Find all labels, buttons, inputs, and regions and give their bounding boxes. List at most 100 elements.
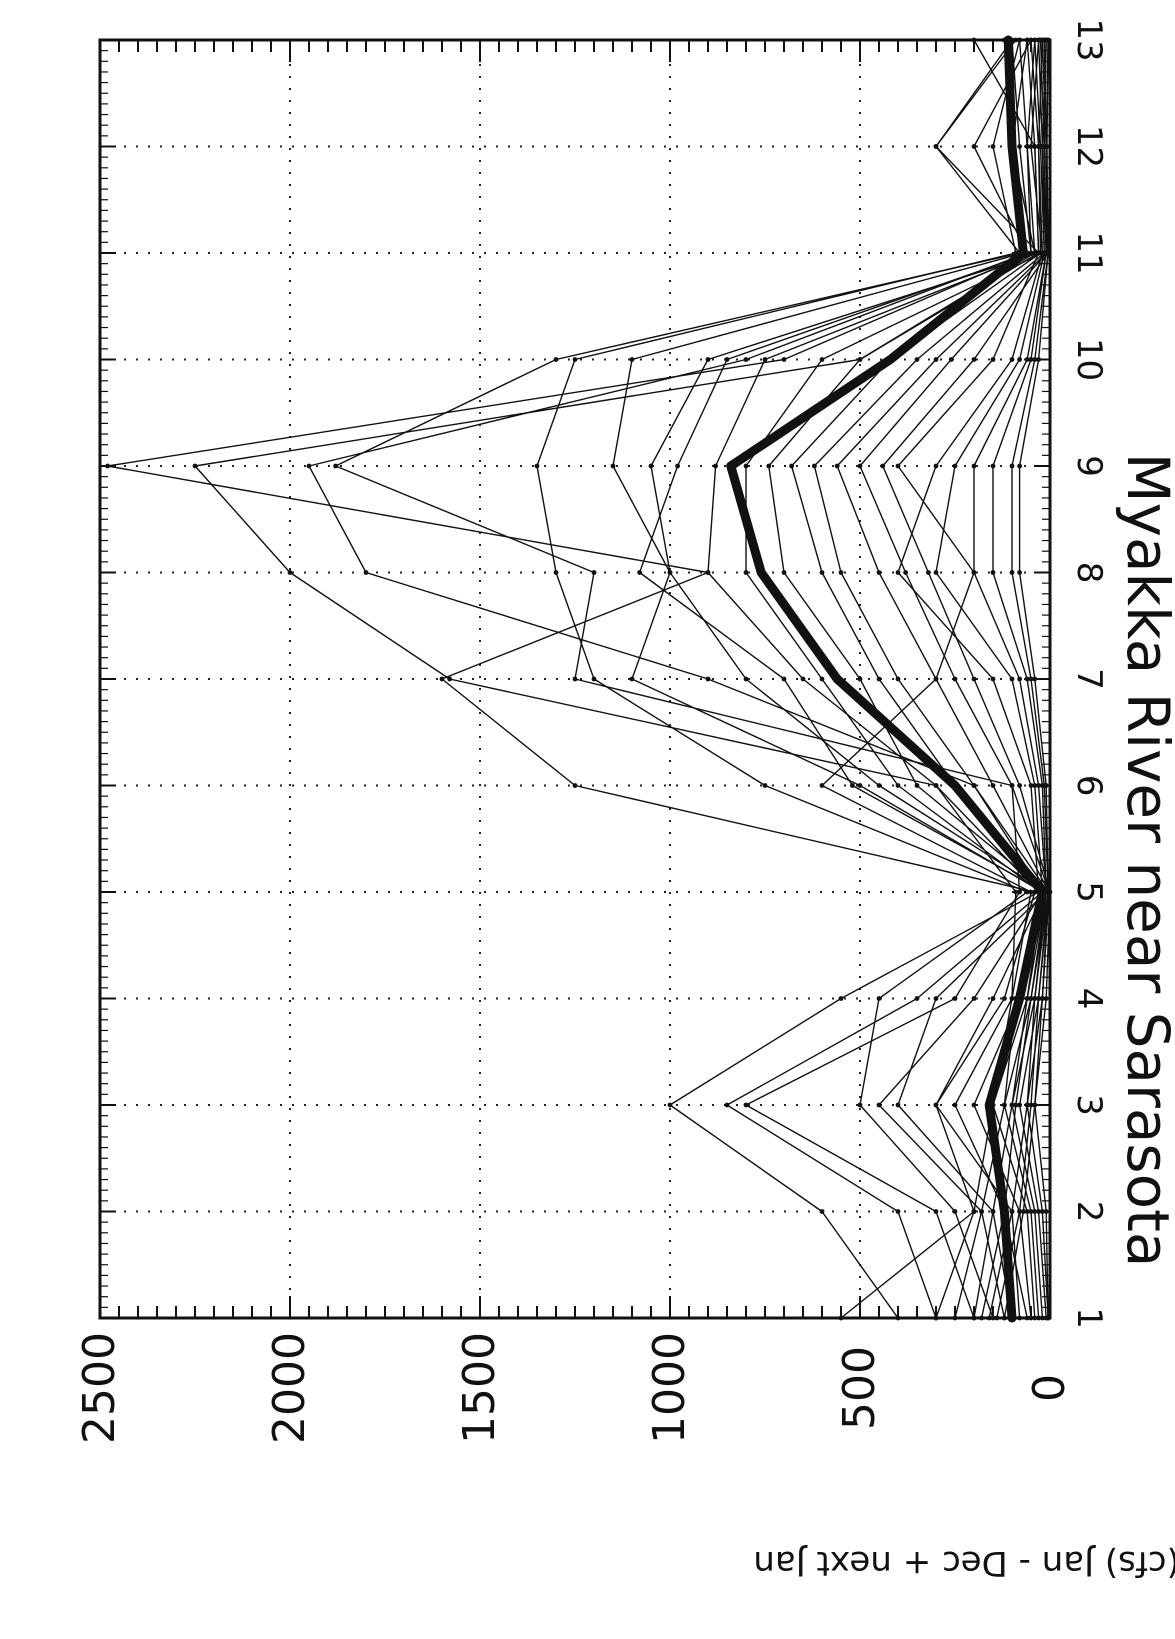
data-point (880, 463, 886, 469)
data-point (781, 570, 787, 575)
data-point (857, 676, 863, 682)
data-point (1009, 1209, 1015, 1214)
x-tick-label: 12 (1069, 125, 1109, 168)
data-point (572, 676, 578, 682)
data-point (819, 1209, 825, 1214)
data-point (705, 676, 711, 682)
ylabel-group: Mean Monthly Flow (cfs) Jan - Dec + next… (753, 1543, 1175, 1583)
data-point (1017, 1102, 1022, 1108)
data-point (705, 570, 711, 575)
series-line (768, 39, 1047, 1319)
data-point (1009, 463, 1015, 469)
data-point (1009, 996, 1015, 1001)
data-point (819, 570, 825, 575)
data-point (1024, 1102, 1030, 1108)
data-point (1024, 1209, 1030, 1214)
data-point (857, 463, 863, 469)
data-point (990, 570, 996, 575)
y-axis-label: Mean Monthly Flow (cfs) Jan - Dec + next… (753, 1543, 1175, 1583)
data-point (1017, 1209, 1022, 1214)
data-point (743, 676, 749, 682)
data-point (971, 144, 977, 149)
data-point (857, 1102, 863, 1108)
x-tick-label: 1 (1069, 1307, 1109, 1329)
x-tick-label-group: 5 (1069, 881, 1109, 903)
x-tick-label-group: 6 (1069, 775, 1109, 797)
data-point (971, 783, 977, 788)
data-point (1009, 570, 1015, 575)
data-point (838, 570, 844, 575)
data-point (789, 463, 794, 469)
x-tick-label-group: 3 (1069, 1094, 1109, 1116)
x-tick-label: 10 (1069, 338, 1109, 381)
data-point (876, 676, 882, 682)
data-point (971, 1209, 977, 1214)
data-point (903, 570, 908, 575)
data-point (857, 783, 863, 788)
data-point (895, 570, 901, 575)
data-point (1013, 889, 1019, 895)
data-point (933, 996, 939, 1001)
data-point (952, 996, 958, 1001)
data-point (895, 463, 901, 469)
data-point (1017, 357, 1022, 362)
data-point (876, 570, 882, 575)
x-tick-label-group: 10 (1069, 338, 1109, 381)
data-point (876, 783, 882, 788)
data-point (637, 570, 642, 575)
data-point (876, 996, 882, 1001)
data-point (948, 357, 954, 362)
data-point (1013, 1102, 1019, 1108)
data-point (743, 570, 749, 575)
data-point (952, 463, 958, 469)
data-point (572, 783, 578, 788)
data-point (762, 357, 768, 362)
data-point (952, 1209, 958, 1214)
data-point (971, 1102, 977, 1108)
data-point (610, 463, 616, 469)
y-tick-label: 2500 (74, 1332, 125, 1444)
series-line (707, 39, 1036, 1319)
x-tick-label: 3 (1069, 1094, 1109, 1116)
data-point (629, 357, 635, 362)
data-point (629, 676, 635, 682)
data-point (979, 1209, 984, 1214)
x-tick-label-group: 8 (1069, 562, 1109, 584)
x-tick-label: 6 (1069, 775, 1109, 797)
data-point (933, 676, 939, 682)
data-point (990, 783, 996, 788)
data-point (1009, 357, 1015, 362)
data-point (534, 463, 540, 469)
data-point (667, 570, 673, 575)
data-point (990, 463, 996, 469)
data-point (743, 1102, 749, 1108)
y-tick-label: 500 (834, 1346, 885, 1430)
y-tick-label: 1000 (644, 1332, 695, 1444)
data-point (713, 463, 718, 469)
y-tick-label: 1500 (454, 1332, 505, 1444)
data-point (819, 676, 825, 682)
axes (98, 38, 1052, 1320)
data-point (812, 463, 817, 469)
data-point (572, 357, 578, 362)
x-tick-label: 9 (1069, 455, 1109, 477)
data-point (762, 783, 768, 788)
data-point (1028, 1102, 1034, 1108)
data-point (895, 1209, 901, 1214)
data-point (192, 463, 198, 469)
data-point (800, 676, 806, 682)
data-point (990, 357, 996, 362)
data-point (591, 570, 597, 575)
data-point (1028, 783, 1034, 788)
data-point (1017, 676, 1022, 682)
data-point (1028, 357, 1034, 362)
data-point (819, 783, 825, 788)
x-tick-label-group: 12 (1069, 125, 1109, 168)
data-point (971, 676, 977, 682)
y-tick-label-group: 0 (1024, 1374, 1075, 1402)
data-point (1009, 1102, 1015, 1108)
data-point (724, 1102, 730, 1108)
x-tick-label: 8 (1069, 562, 1109, 584)
x-tick-label-group: 7 (1069, 668, 1109, 690)
